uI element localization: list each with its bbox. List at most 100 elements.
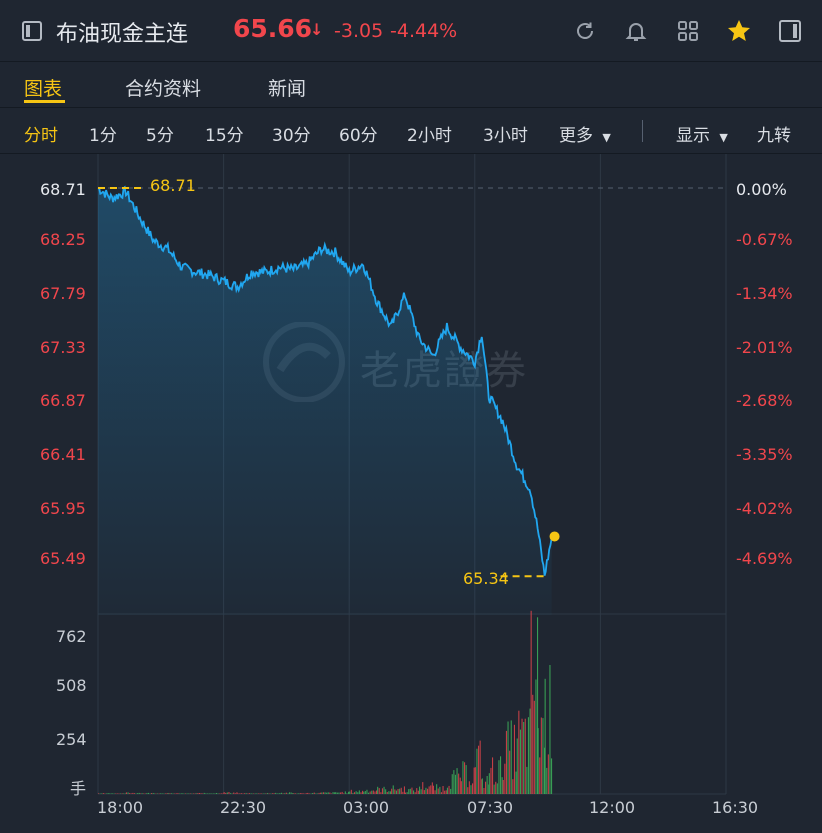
volume-bar [419,786,421,794]
volume-bar [167,793,169,794]
price-chart[interactable] [0,154,822,800]
volume-bars [98,610,553,794]
volume-bar [172,793,174,794]
volume-bar [349,791,351,794]
volume-bar [307,792,309,794]
volume-bar [318,792,320,794]
volume-bar [281,792,283,794]
volume-bar [479,740,481,794]
sidebar-toggle-icon[interactable] [22,21,42,41]
volume-bar [383,786,385,794]
volume-bar [130,793,132,794]
volume-bar [188,793,190,794]
volume-bar [332,792,334,794]
volume-bar [192,793,194,794]
volume-bar [121,793,123,794]
volume-bar [354,792,356,794]
volume-bar [267,793,269,794]
star-icon[interactable] [726,18,752,44]
volume-bar [470,785,472,794]
period-15min[interactable]: 15分 [205,126,244,146]
volume-bar [161,793,163,794]
volume-bar [526,766,528,794]
volume-bar [186,793,188,794]
volume-bar [209,793,211,794]
period-1min[interactable]: 1分 [89,126,117,146]
volume-bar [125,792,127,794]
volume-bar [287,793,289,794]
volume-bar [225,792,227,794]
volume-bar [547,754,549,794]
volume-bar [428,786,430,794]
volume-bar [395,790,397,794]
volume-bar [416,788,418,794]
period-30min[interactable]: 30分 [272,126,311,146]
volume-bar [292,793,294,794]
volume-bar [135,793,137,794]
volume-bar [326,792,328,794]
volume-bar [492,757,494,794]
volume-bar [465,765,467,794]
period-60min[interactable]: 60分 [339,126,378,146]
volume-bar [202,793,204,794]
volume-bar [420,789,422,794]
y-tick-right: -4.69% [736,549,793,568]
volume-bar [515,771,517,794]
volume-tick: 254 [56,730,87,749]
y-tick-left: 67.33 [40,338,86,357]
chevron-down-icon: ▼ [719,131,728,144]
period-2h[interactable]: 2小时 [407,126,452,146]
high-marker-label: 68.71 [150,176,196,195]
volume-bar [423,790,425,794]
refresh-icon[interactable] [572,18,598,44]
volume-bar [146,793,148,794]
price-change: -3.05 [334,20,384,42]
volume-bar [308,793,310,794]
volume-bar [397,789,399,794]
volume-bar [175,793,177,794]
display-dropdown[interactable]: 显示 ▼ [676,121,728,146]
volume-bar [216,793,218,794]
tab-chart[interactable]: 图表 [24,78,63,100]
volume-bar [478,745,480,794]
tab-contract-info[interactable]: 合约资料 [125,78,202,100]
volume-bar [385,789,387,794]
volume-bar [157,793,159,794]
volume-bar [405,792,407,794]
bell-icon[interactable] [623,18,649,44]
volume-bar [123,793,125,794]
volume-bar [110,793,112,794]
volume-bar [408,789,410,794]
grid-icon[interactable] [675,18,701,44]
nine-turn-button[interactable]: 九转 [757,126,791,146]
volume-bar [271,793,273,794]
tab-news[interactable]: 新闻 [268,78,307,100]
volume-bar [233,792,235,794]
volume-bar [535,679,537,794]
volume-bar [352,792,354,794]
period-intraday[interactable]: 分时 [24,126,58,146]
y-tick-right: -2.01% [736,338,793,357]
volume-bar [488,773,490,794]
volume-bar [304,793,306,794]
panel-icon[interactable] [777,18,803,44]
volume-bar [118,793,120,794]
volume-bar [104,793,106,794]
period-5min[interactable]: 5分 [146,126,174,146]
volume-bar [106,793,108,794]
period-3h[interactable]: 3小时 [483,126,528,146]
volume-bar [485,781,487,794]
volume-bar [542,718,544,794]
volume-bar [409,788,411,794]
volume-bar [212,793,214,794]
y-tick-left: 68.71 [40,180,86,199]
active-tab-underline [24,100,65,103]
volume-bar [430,785,432,794]
volume-bar [400,787,402,794]
volume-bar [268,793,270,794]
volume-bar [509,750,511,794]
volume-bar [273,793,275,794]
period-more[interactable]: 更多 ▼ [559,121,611,146]
volume-bar [253,793,255,794]
volume-bar [549,665,551,794]
